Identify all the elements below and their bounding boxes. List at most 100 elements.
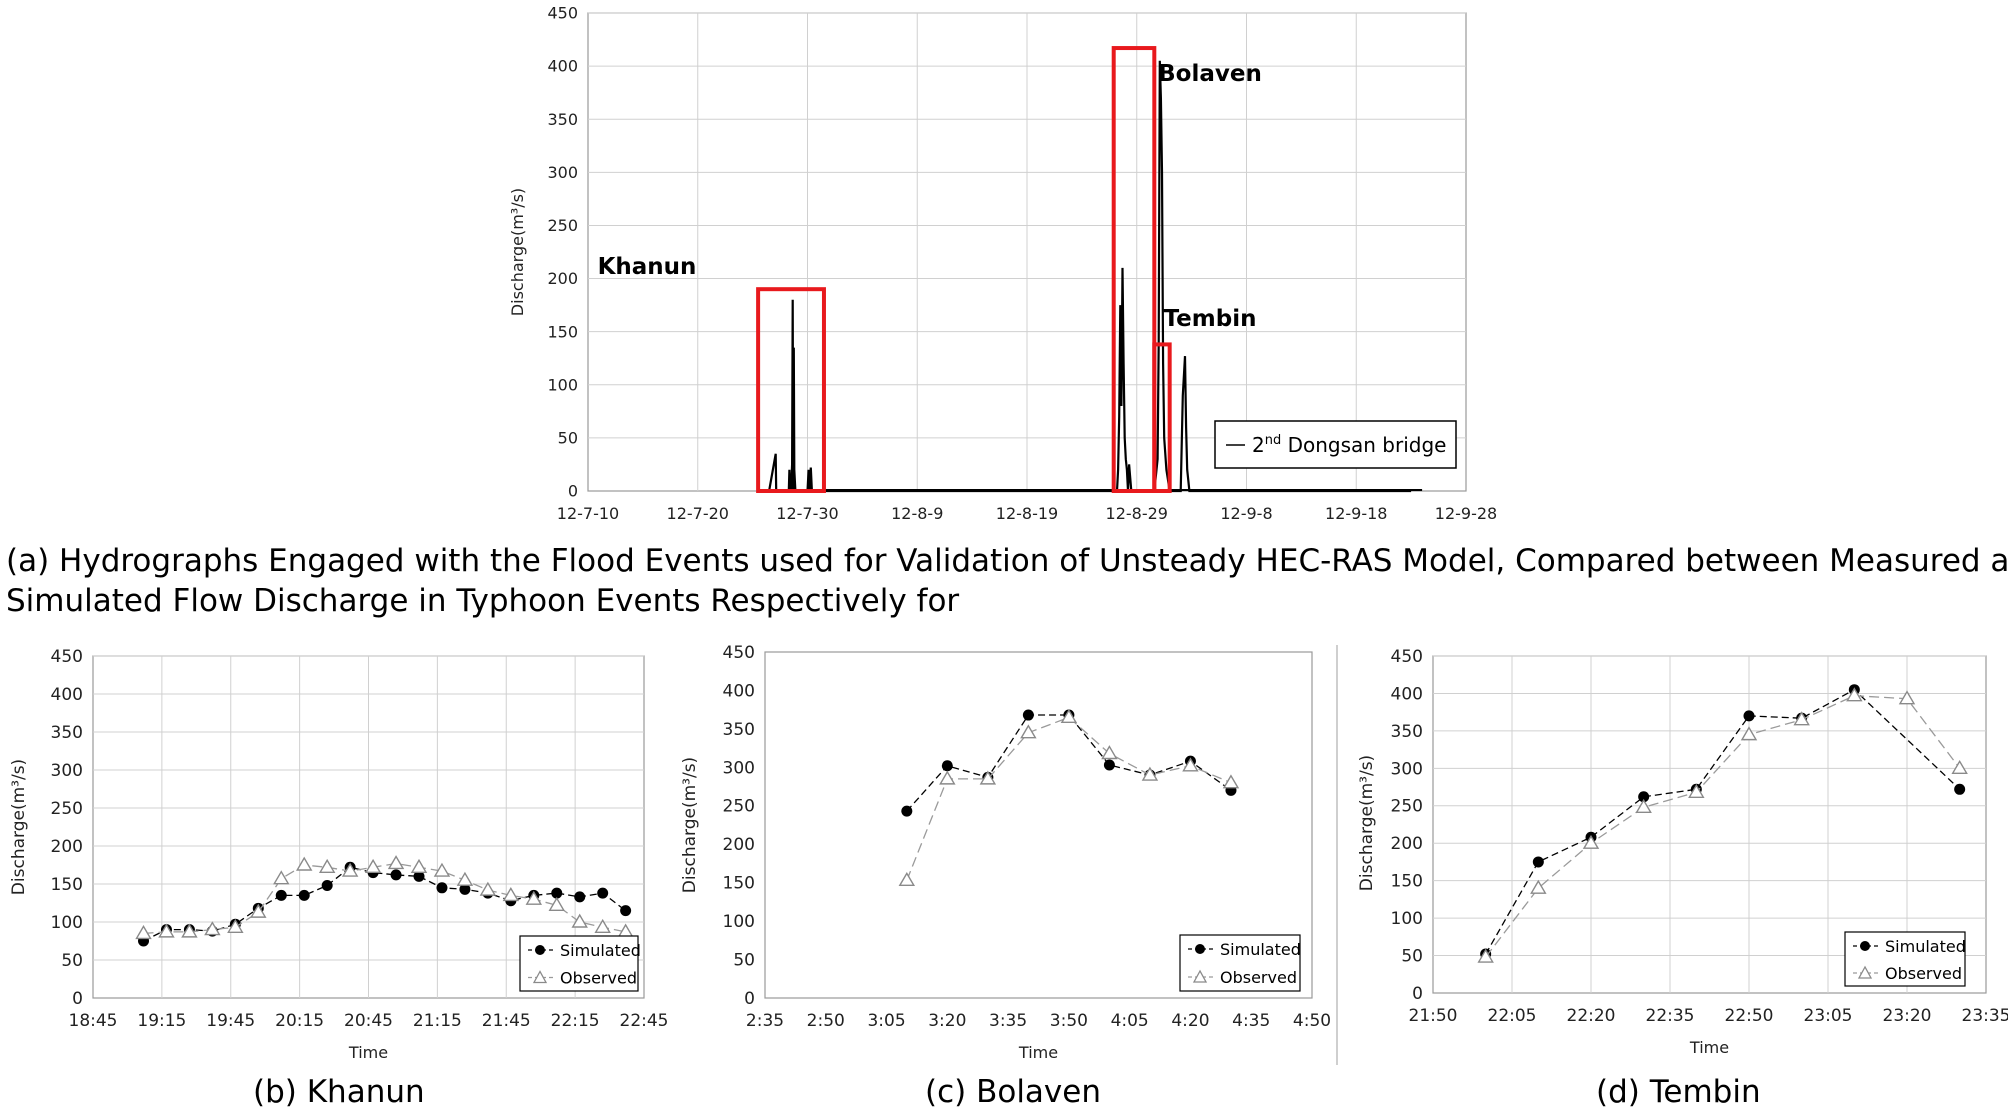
point-simulated bbox=[322, 880, 333, 891]
y-axis-label: Discharge(m³/s) bbox=[1357, 755, 1377, 891]
point-simulated bbox=[942, 760, 953, 771]
y-tick-label: 0 bbox=[1412, 984, 1423, 1004]
legend-a: 2nd Dongsan bridge bbox=[1215, 421, 1456, 468]
point-simulated bbox=[1023, 710, 1034, 721]
x-tick-label: 4:50 bbox=[1293, 1011, 1331, 1031]
point-simulated bbox=[597, 888, 608, 899]
point-observed bbox=[137, 926, 151, 938]
legend-d: Simulated Observed bbox=[1845, 932, 1966, 986]
point-observed bbox=[1021, 726, 1035, 738]
x-axis-label: Time bbox=[1018, 1043, 1058, 1062]
legend-label: 2nd Dongsan bridge bbox=[1252, 433, 1446, 457]
y-tick-label: 350 bbox=[723, 720, 755, 740]
legend-label-observed: Observed bbox=[560, 969, 637, 988]
x-tick-label: 2:35 bbox=[746, 1011, 784, 1031]
y-tick-label: 150 bbox=[723, 874, 755, 894]
x-tick-label: 22:45 bbox=[620, 1011, 669, 1031]
y-tick-label: 50 bbox=[733, 951, 755, 971]
y-tick-label: 400 bbox=[547, 57, 578, 76]
y-tick-label: 250 bbox=[51, 799, 83, 819]
x-tick-label: 3:50 bbox=[1050, 1011, 1088, 1031]
y-axis-label: Discharge(m³/s) bbox=[9, 759, 29, 895]
y-tick-label: 200 bbox=[51, 837, 83, 857]
x-tick-label: 21:50 bbox=[1409, 1006, 1458, 1026]
y-tick-label: 200 bbox=[547, 269, 578, 288]
x-tick-label: 4:05 bbox=[1111, 1011, 1149, 1031]
x-tick-label: 12-7-20 bbox=[667, 504, 729, 523]
y-tick-label: 0 bbox=[744, 989, 755, 1009]
series-line-simulated bbox=[907, 715, 1231, 811]
point-observed bbox=[205, 923, 219, 935]
y-tick-label: 100 bbox=[723, 912, 755, 932]
y-tick-label: 300 bbox=[547, 163, 578, 182]
y-tick-label: 350 bbox=[547, 110, 578, 129]
point-simulated bbox=[574, 891, 585, 902]
x-tick-label: 21:15 bbox=[413, 1011, 462, 1031]
legend-label-simulated: Simulated bbox=[1220, 940, 1301, 959]
y-tick-label: 250 bbox=[1391, 797, 1423, 817]
point-observed bbox=[1531, 881, 1545, 893]
legend-label-observed: Observed bbox=[1885, 964, 1962, 983]
y-tick-label: 350 bbox=[1391, 722, 1423, 742]
point-observed bbox=[389, 856, 403, 868]
legend-label-observed: Observed bbox=[1220, 968, 1297, 987]
legend-marker-simulated bbox=[1195, 944, 1205, 954]
series-line-simulated bbox=[1486, 690, 1960, 954]
x-tick-label: 12-8-19 bbox=[996, 504, 1058, 523]
point-observed bbox=[458, 873, 472, 885]
x-tick-label: 3:20 bbox=[928, 1011, 966, 1031]
y-tick-label: 100 bbox=[547, 375, 578, 394]
y-tick-label: 0 bbox=[72, 989, 83, 1009]
point-observed bbox=[274, 872, 288, 884]
x-tick-label: 12-8-9 bbox=[891, 504, 943, 523]
point-simulated bbox=[391, 869, 402, 880]
x-axis-label: Time bbox=[348, 1043, 388, 1062]
x-tick-label: 4:20 bbox=[1171, 1011, 1209, 1031]
caption-a-line-2: Simulated Flow Discharge in Typhoon Even… bbox=[6, 581, 2002, 621]
point-simulated bbox=[276, 890, 287, 901]
legend-c: Simulated Observed bbox=[1180, 935, 1301, 991]
y-tick-label: 450 bbox=[51, 647, 83, 667]
y-tick-label: 250 bbox=[547, 216, 578, 235]
x-tick-label: 22:35 bbox=[1646, 1006, 1695, 1026]
point-observed bbox=[1742, 728, 1756, 740]
y-tick-label: 50 bbox=[558, 428, 578, 447]
y-tick-label: 450 bbox=[547, 4, 578, 23]
x-tick-label: 18:45 bbox=[69, 1011, 118, 1031]
y-tick-label: 300 bbox=[51, 761, 83, 781]
legend-label-simulated: Simulated bbox=[1885, 937, 1966, 956]
x-tick-label: 21:45 bbox=[482, 1011, 531, 1031]
point-observed bbox=[1224, 776, 1238, 788]
legend-label-num: 2 bbox=[1252, 433, 1265, 457]
x-axis-label: Time bbox=[1689, 1038, 1729, 1057]
x-tick-label: 12-9-28 bbox=[1435, 504, 1497, 523]
x-tick-label: 22:15 bbox=[551, 1011, 600, 1031]
caption-a: (a) Hydrographs Engaged with the Flood E… bbox=[6, 541, 2002, 621]
x-tick-label: 20:15 bbox=[275, 1011, 324, 1031]
point-observed bbox=[900, 873, 914, 885]
series-line-observed bbox=[144, 864, 626, 934]
caption-d: (d) Tembin bbox=[1596, 1072, 1761, 1112]
x-tick-label: 19:15 bbox=[137, 1011, 186, 1031]
point-simulated bbox=[1533, 856, 1544, 867]
x-tick-label: 23:35 bbox=[1962, 1006, 2008, 1026]
x-tick-label: 2:50 bbox=[807, 1011, 845, 1031]
x-tick-label: 22:05 bbox=[1488, 1006, 1537, 1026]
y-tick-label: 450 bbox=[723, 643, 755, 663]
y-tick-label: 250 bbox=[723, 797, 755, 817]
series-line-observed bbox=[907, 717, 1231, 880]
y-tick-label: 0 bbox=[568, 482, 578, 501]
x-tick-label: 22:20 bbox=[1567, 1006, 1616, 1026]
point-simulated bbox=[436, 882, 447, 893]
x-tick-label: 12-9-8 bbox=[1220, 504, 1272, 523]
y-tick-label: 450 bbox=[1391, 647, 1423, 667]
y-tick-label: 150 bbox=[1391, 872, 1423, 892]
y-tick-label: 200 bbox=[1391, 834, 1423, 854]
y-tick-label: 300 bbox=[1391, 759, 1423, 779]
x-tick-label: 4:35 bbox=[1232, 1011, 1270, 1031]
point-simulated bbox=[1104, 760, 1115, 771]
legend-label-sup: nd bbox=[1265, 433, 1282, 448]
point-observed bbox=[1953, 761, 1967, 773]
